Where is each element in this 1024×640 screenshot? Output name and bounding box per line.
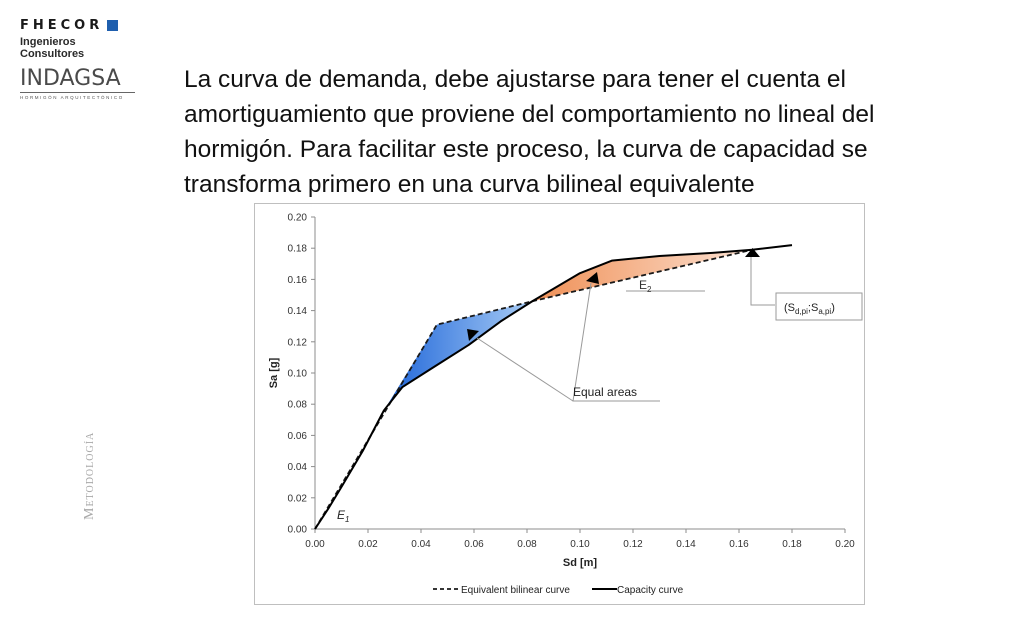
e2-label: E2 — [639, 278, 652, 294]
y-tick-label: 0.14 — [288, 306, 308, 317]
indagsa-subtitle: HORMIGÓN ARQUITECTÓNICO — [20, 95, 124, 100]
point-label: (Sd,pi;Sa,pi) — [784, 302, 835, 316]
y-tick-label: 0.10 — [288, 369, 308, 380]
x-tick-label: 0.00 — [305, 539, 325, 550]
x-tick-label: 0.06 — [464, 539, 484, 550]
y-tick-label: 0.16 — [288, 275, 308, 286]
x-tick-label: 0.12 — [623, 539, 643, 550]
point-leader — [750, 256, 775, 306]
equal-areas-leader-2 — [572, 282, 660, 402]
x-tick-label: 0.04 — [411, 539, 431, 550]
equal-areas-label: Equal areas — [573, 385, 637, 399]
x-tick-label: 0.20 — [835, 539, 855, 550]
fhecor-wordmark: FHECOR — [20, 18, 104, 33]
x-axis-title: Sd [m] — [563, 557, 598, 569]
y-tick-label: 0.04 — [288, 462, 308, 473]
x-tick-label: 0.08 — [517, 539, 537, 550]
ticks-layer: 0.00 0.02 0.04 0.06 0.08 0.10 0.12 0.14 0.16 0.18… — [288, 213, 856, 551]
section-side-label: Metodología — [82, 431, 97, 520]
company-logo: FHECOR Ingenieros Consultores INDAGSA HO… — [20, 18, 135, 100]
x-tick-label: 0.02 — [358, 539, 378, 550]
y-tick-label: 0.12 — [288, 337, 308, 348]
annotation-leaders — [476, 256, 775, 402]
areas-layer — [383, 249, 753, 411]
equal-areas-leader-1 — [476, 337, 574, 402]
legend-capacity-label: Capacity curve — [617, 585, 684, 596]
point-triangle-marker — [745, 248, 760, 257]
arrow-down-marker — [467, 329, 479, 341]
logo-divider — [20, 92, 135, 93]
series-layer — [314, 244, 793, 530]
company-tagline: Ingenieros Consultores — [20, 36, 85, 60]
axes-layer — [314, 217, 845, 530]
y-tick-label: 0.18 — [288, 244, 308, 255]
slide-heading: La curva de demanda, debe ajustarse para… — [184, 66, 875, 198]
y-tick-label: 0.06 — [288, 431, 308, 442]
y-tick-label: 0.20 — [288, 213, 308, 224]
equal-area-e1 — [383, 301, 533, 411]
y-tick-label: 0.00 — [288, 525, 308, 536]
x-tick-label: 0.10 — [570, 539, 590, 550]
indagsa-logo: INDAGSA — [20, 66, 121, 91]
pushover-chart: 0.00 0.02 0.04 0.06 0.08 0.10 0.12 0.14 0.16 0.18… — [268, 213, 863, 596]
fhecor-logo: FHECOR — [20, 18, 135, 33]
capacity-curve-line — [314, 244, 793, 530]
y-tick-label: 0.02 — [288, 493, 308, 504]
x-tick-label: 0.18 — [782, 539, 802, 550]
e1-label: E1 — [337, 508, 349, 524]
x-tick-label: 0.14 — [676, 539, 696, 550]
arrow-up-left-marker — [586, 272, 599, 284]
legend: Equivalent bilinear curve Capacity curve — [433, 585, 684, 596]
bilinear-curve-line — [314, 248, 753, 530]
y-tick-label: 0.08 — [288, 400, 308, 411]
logo-square-icon — [107, 20, 119, 31]
x-tick-label: 0.16 — [729, 539, 749, 550]
legend-bilinear-label: Equivalent bilinear curve — [461, 585, 570, 596]
y-axis-title: Sa [g] — [268, 357, 280, 388]
chart-frame: 0.00 0.02 0.04 0.06 0.08 0.10 0.12 0.14 0.16 0.18… — [254, 203, 865, 605]
point-label-box — [775, 292, 863, 321]
